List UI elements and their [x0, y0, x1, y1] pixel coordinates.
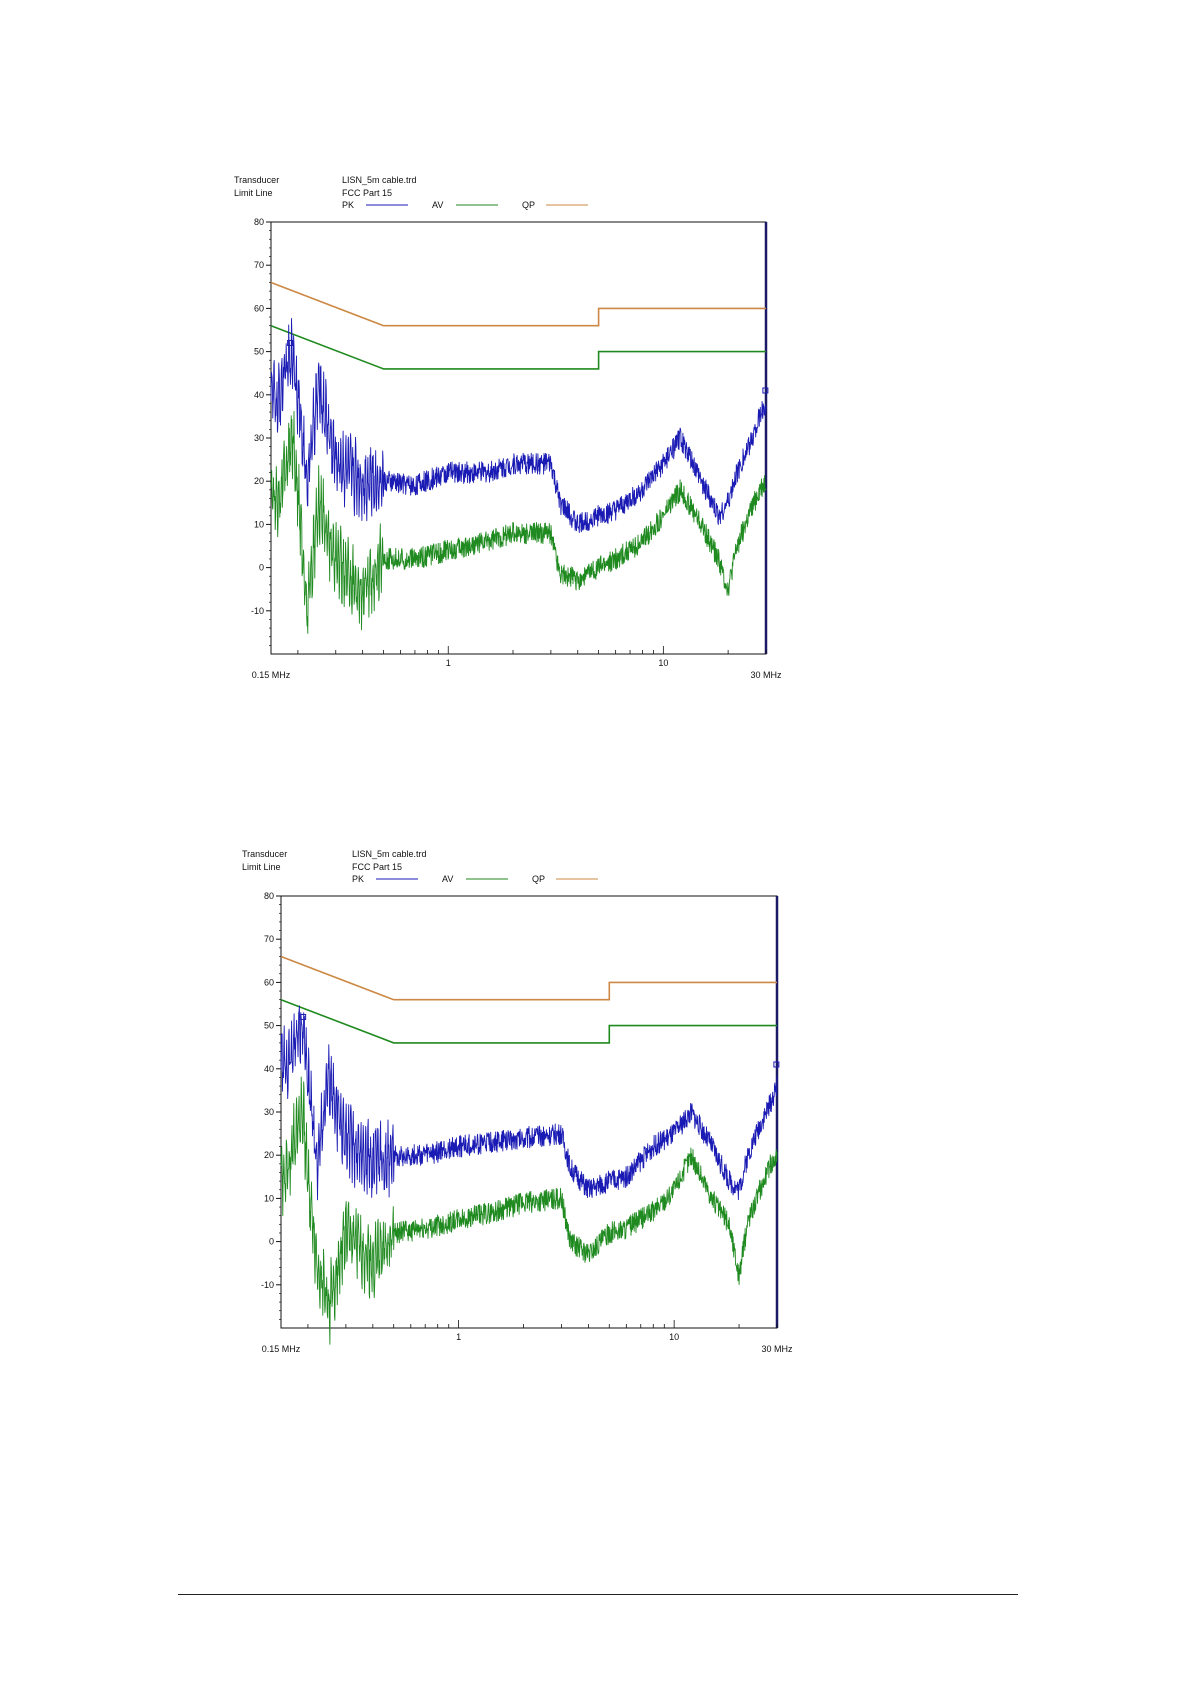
peak-marker	[773, 1061, 780, 1068]
y-tick-label: 10	[254, 519, 264, 529]
y-tick-label: 80	[264, 891, 274, 901]
legend-label-av: AV	[432, 200, 443, 210]
y-tick-label: 70	[254, 260, 264, 270]
x-tick-label: 0.15 MHz	[252, 670, 291, 680]
limit-line-av	[280, 998, 777, 1044]
transducer-label: Transducer	[242, 849, 287, 859]
y-tick-label: 40	[254, 390, 264, 400]
chart-1: Transducer Limit Line LISN_5m cable.trd …	[234, 175, 782, 680]
y-tick-label: 50	[254, 347, 264, 357]
limit-line-label: Limit Line	[234, 188, 273, 198]
limit-line-value: FCC Part 15	[352, 862, 402, 872]
series-pk-trace	[280, 1005, 778, 1201]
plot-area	[270, 281, 769, 634]
y-tick-label: 0	[259, 563, 264, 573]
y-tick-label: 40	[264, 1064, 274, 1074]
series-av-trace	[280, 1076, 778, 1345]
legend: PK AV QP	[352, 874, 598, 884]
legend-label-qp: QP	[522, 200, 535, 210]
plot-area	[280, 955, 780, 1345]
transducer-value: LISN_5m cable.trd	[352, 849, 427, 859]
x-tick-label: 10	[658, 658, 668, 668]
x-tick-label: 1	[456, 1332, 461, 1342]
limit-line-value: FCC Part 15	[342, 188, 392, 198]
y-tick-label: 70	[264, 934, 274, 944]
x-tick-label: 30 MHz	[761, 1344, 793, 1354]
peak-marker	[762, 387, 769, 394]
y-tick-label: 60	[264, 977, 274, 987]
y-tick-label: 30	[254, 433, 264, 443]
peak-marker	[287, 339, 294, 346]
transducer-value: LISN_5m cable.trd	[342, 175, 417, 185]
y-tick-label: -10	[251, 606, 264, 616]
y-tick-label: 30	[264, 1107, 274, 1117]
chart-2: Transducer Limit Line LISN_5m cable.trd …	[242, 849, 793, 1354]
series-pk-trace	[270, 318, 767, 533]
x-tick-label: 0.15 MHz	[262, 1344, 301, 1354]
legend: PK AV QP	[342, 200, 588, 210]
y-tick-label: 10	[264, 1193, 274, 1203]
y-tick-label: 0	[269, 1237, 274, 1247]
limit-line-av	[270, 324, 766, 370]
y-tick-label: 20	[254, 476, 264, 486]
y-tick-label: 80	[254, 217, 264, 227]
limit-line-label: Limit Line	[242, 862, 281, 872]
axis-ticks: 80 70 60 50 40 30 20 10 0 -10 0.15 MHz 1 10 30 MHz	[251, 217, 782, 680]
y-tick-label: 60	[254, 303, 264, 313]
x-tick-label: 1	[446, 658, 451, 668]
axis-ticks: 80 70 60 50 40 30 20 10 0 -10 0.15 MHz 1 10 30 MHz	[261, 891, 793, 1354]
transducer-label: Transducer	[234, 175, 279, 185]
x-tick-label: 30 MHz	[750, 670, 782, 680]
y-tick-label: -10	[261, 1280, 274, 1290]
legend-label-av: AV	[442, 874, 453, 884]
x-tick-label: 10	[669, 1332, 679, 1342]
legend-label-qp: QP	[532, 874, 545, 884]
legend-label-pk: PK	[342, 200, 354, 210]
y-tick-label: 20	[264, 1150, 274, 1160]
series-av-trace	[270, 411, 767, 634]
plot-frame	[280, 895, 778, 1329]
limit-line-qp	[270, 281, 766, 327]
y-tick-label: 50	[264, 1021, 274, 1031]
limit-line-qp	[280, 955, 777, 1001]
peak-marker	[300, 1013, 307, 1020]
footer-rule	[178, 1594, 1018, 1595]
legend-label-pk: PK	[352, 874, 364, 884]
